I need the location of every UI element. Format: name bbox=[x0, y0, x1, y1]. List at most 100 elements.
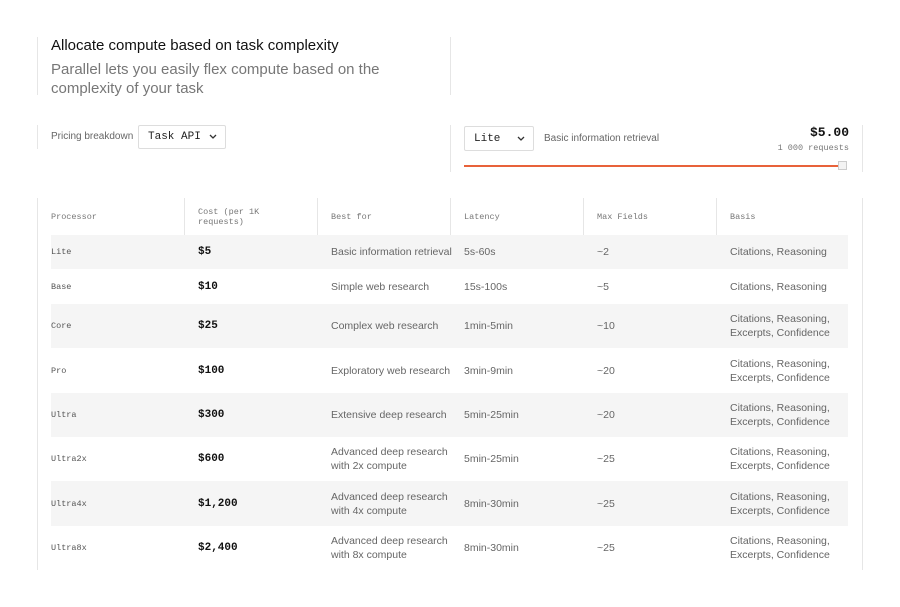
table-cell: Citations, Reasoning, Excerpts, Confidenc… bbox=[730, 437, 856, 481]
cell-text: Advanced deep research bbox=[331, 490, 448, 503]
cell-text: Citations, Reasoning, bbox=[730, 402, 830, 414]
cell-text: Ultra4x bbox=[51, 498, 87, 509]
cell-text: ~25 bbox=[597, 453, 615, 465]
price: $5.00 bbox=[809, 125, 849, 140]
subtitle: Parallel lets you easily flex compute ba… bbox=[51, 61, 380, 97]
table-cell: Advanced deep research with 2x compute bbox=[331, 437, 448, 481]
cell-text: Base bbox=[51, 281, 72, 292]
cell-text: Complex web research bbox=[331, 320, 439, 332]
cell-text: with 2x compute bbox=[331, 460, 407, 472]
table-cell: Ultra8x bbox=[51, 526, 178, 570]
cell-text: Excerpts, Confidence bbox=[730, 504, 830, 517]
cell-text: with 8x compute bbox=[331, 549, 407, 561]
table-row: Ultra2x $600 Advanced deep research with 2x… bbox=[51, 437, 848, 481]
table-cell: Citations, Reasoning, Excerpts, Confidenc… bbox=[730, 526, 856, 570]
table-cell: Citations, Reasoning bbox=[730, 269, 856, 304]
cell-text: Ultra8x bbox=[51, 543, 87, 553]
table-cell: Exploratory web research bbox=[331, 348, 451, 393]
divider bbox=[37, 37, 38, 95]
table-cell: Advanced deep research with 8x compute bbox=[331, 526, 448, 570]
slider-track[interactable] bbox=[464, 165, 842, 167]
cell-text: with 4x compute bbox=[331, 504, 407, 517]
table-cell: Citations, Reasoning, Excerpts, Confidenc… bbox=[730, 348, 856, 393]
table-row: Pro $100 Exploratory web research 3min-9min… bbox=[51, 348, 848, 393]
cell-text: 15s-100s bbox=[464, 280, 508, 293]
table-row: Ultra8x $2,400 Advanced deep research with … bbox=[51, 526, 848, 570]
cell-text: Excerpts, Confidence bbox=[730, 371, 830, 384]
table-cell: 3min-9min bbox=[464, 348, 577, 393]
cell-text: Simple web research bbox=[331, 280, 430, 293]
cell-text: Ultra bbox=[51, 410, 77, 420]
slider-thumb[interactable] bbox=[838, 161, 847, 170]
table-cell: ~20 bbox=[597, 348, 710, 393]
table-cell: ~5 bbox=[597, 269, 710, 304]
column-header: Latency bbox=[464, 211, 500, 222]
cell-text: $5 bbox=[198, 246, 212, 258]
cell-text: 8min-30min bbox=[464, 497, 519, 510]
divider bbox=[450, 37, 451, 95]
select-value: Lite bbox=[474, 132, 501, 145]
table-cell: ~10 bbox=[597, 304, 710, 348]
table-cell: Complex web research bbox=[331, 304, 444, 348]
table-cell: $5 bbox=[198, 235, 311, 269]
cell-text: ~20 bbox=[597, 364, 615, 377]
table-cell: $300 bbox=[198, 393, 311, 437]
table-cell: Core bbox=[51, 304, 178, 348]
table-cell: Ultra4x bbox=[51, 481, 178, 526]
cell-text: Excerpts, Confidence bbox=[730, 416, 830, 428]
api-select[interactable]: Task API bbox=[138, 125, 226, 149]
cell-text: ~5 bbox=[597, 280, 609, 293]
cell-text: Citations, Reasoning, bbox=[730, 490, 830, 503]
table-cell: 8min-30min bbox=[464, 526, 577, 570]
cell-text: Excerpts, Confidence bbox=[730, 327, 830, 339]
table-cell: 15s-100s bbox=[464, 269, 577, 304]
table-cell: $2,400 bbox=[198, 526, 311, 570]
cell-text: Advanced deep research bbox=[331, 446, 448, 458]
table-cell: 1min-5min bbox=[464, 304, 577, 348]
table-row: Base $10 Simple web research 15s-100s ~5 Cita… bbox=[51, 269, 848, 304]
table-cell: $25 bbox=[198, 304, 311, 348]
table-cell: Citations, Reasoning, Excerpts, Confidenc… bbox=[730, 304, 856, 348]
cell-text: 8min-30min bbox=[464, 542, 519, 554]
cell-text: Lite bbox=[51, 247, 72, 257]
cell-text: Extensive deep research bbox=[331, 409, 447, 421]
table-cell: Advanced deep research with 4x compute bbox=[331, 481, 448, 526]
divider bbox=[450, 125, 451, 172]
table-cell: $10 bbox=[198, 269, 311, 304]
table-cell: Ultra bbox=[51, 393, 178, 437]
cell-text: ~20 bbox=[597, 409, 615, 421]
cell-text: Exploratory web research bbox=[331, 364, 451, 377]
divider bbox=[37, 125, 38, 149]
divider bbox=[862, 125, 863, 172]
cell-text: $25 bbox=[198, 320, 218, 332]
chevron bbox=[517, 136, 525, 141]
table-row: Core $25 Complex web research 1min-5min ~10 C… bbox=[51, 304, 848, 348]
cell-text: $100 bbox=[198, 364, 225, 377]
table-row: Ultra4x $1,200 Advanced deep research with … bbox=[51, 481, 848, 526]
column-divider bbox=[862, 198, 863, 570]
table-row: Ultra $300 Extensive deep research 5min-25m… bbox=[51, 393, 848, 437]
cell-text: Citations, Reasoning, bbox=[730, 535, 830, 547]
cell-text: Citations, Reasoning bbox=[730, 246, 827, 258]
header-row: Processor Cost (per 1K requests) Best for L… bbox=[51, 198, 848, 235]
table-cell: 8min-30min bbox=[464, 481, 577, 526]
processor-select[interactable]: Lite bbox=[464, 126, 534, 151]
cell-text: 1min-5min bbox=[464, 320, 514, 332]
table-cell: Base bbox=[51, 269, 178, 304]
table-cell: Citations, Reasoning bbox=[730, 235, 856, 269]
table-cell: Simple web research bbox=[331, 269, 444, 304]
table-cell: ~20 bbox=[597, 393, 710, 437]
column-header: Max Fields bbox=[597, 211, 649, 222]
column-header: Cost (per 1K requests) bbox=[198, 206, 260, 227]
cell-text: Ultra2x bbox=[51, 454, 87, 464]
cell-text: Pro bbox=[51, 365, 67, 376]
table-cell: ~25 bbox=[597, 437, 710, 481]
cell-text: ~10 bbox=[597, 320, 615, 332]
chevron bbox=[209, 134, 217, 139]
cell-text: ~25 bbox=[597, 497, 615, 510]
table-cell: Extensive deep research bbox=[331, 393, 447, 437]
cell-text: 5min-25min bbox=[464, 453, 519, 465]
cell-text: $600 bbox=[198, 453, 225, 465]
table-cell: Citations, Reasoning, Excerpts, Confidenc… bbox=[730, 393, 856, 437]
